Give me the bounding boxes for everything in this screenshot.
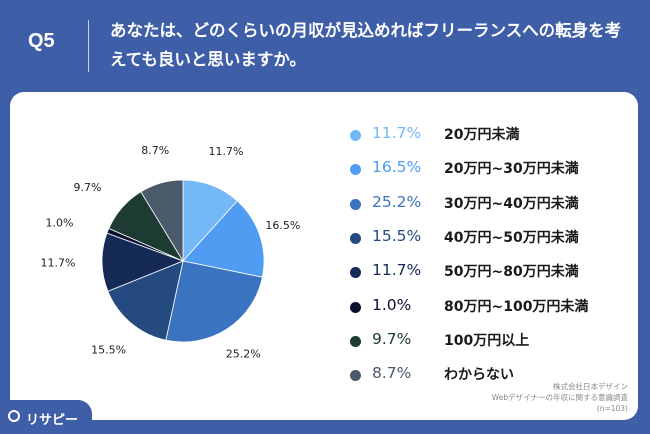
legend-label: 30万円~40万円未満 [444, 195, 579, 212]
pie-slice-2 [182, 200, 265, 278]
lisapie-logo-icon [8, 410, 20, 422]
legend-percent: 25.2% [372, 192, 422, 211]
legend-item: 8.7% わからない [350, 362, 630, 392]
legend-marker [350, 164, 361, 176]
source-note: 株式会社日本デザイン Webデザイナーの年収に関する意識調査 (n=103) [492, 381, 628, 414]
legend-marker [350, 232, 361, 244]
pie-data-label-5: 11.7% [41, 257, 76, 270]
pie-data-label-4: 15.5% [91, 344, 126, 357]
legend-item: 9.7% 100万円以上 [350, 328, 630, 358]
pie-data-label-8: 8.7% [141, 144, 169, 157]
legend-marker [350, 335, 361, 347]
pie-slice-3 [165, 260, 263, 343]
legend-label: 40万円~50万円未満 [444, 229, 579, 246]
logo: リサピー [0, 400, 92, 434]
legend-marker [350, 301, 361, 313]
source-company: 株式会社日本デザイン [553, 382, 628, 391]
legend-marker [350, 267, 361, 279]
legend-percent: 16.5% [372, 158, 422, 177]
legend-marker [350, 130, 361, 141]
pie-slice-4 [107, 260, 184, 341]
pie-data-label-2: 16.5% [265, 219, 300, 232]
legend-marker [350, 370, 361, 382]
legend-percent: 1.0% [372, 295, 412, 314]
legend-label: 80万円~100万円未満 [444, 298, 589, 315]
legend-percent: 9.7% [372, 329, 412, 348]
pie-data-label-7: 9.7% [74, 181, 102, 194]
legend-item: 11.7% 50万円~80万円未満 [350, 259, 630, 289]
legend-item: 15.5% 40万円~50万円未満 [350, 225, 630, 255]
legend-item: 1.0% 80万円~100万円未満 [350, 294, 630, 324]
legend-item: 11.7% 20万円未満 [350, 122, 630, 152]
legend-item: 16.5% 20万円~30万円未満 [350, 156, 630, 186]
pie-slice-8 [140, 179, 184, 263]
logo-text: リサピー [26, 413, 79, 428]
source-sample-size: (n=103) [596, 404, 628, 413]
header: Q5 あなたは、どのくらいの月収が見込めればフリーランスへの転身を考えても良いと… [0, 0, 650, 90]
legend-marker [350, 198, 361, 210]
legend-label: 100万円以上 [444, 332, 530, 349]
legend-percent: 11.7% [372, 124, 422, 142]
legend-label: 20万円~30万円未満 [444, 161, 579, 178]
pie-data-label-1: 11.7% [209, 145, 244, 158]
question-title: あなたは、どのくらいの月収が見込めればフリーランスへの転身を考えても良いと思いま… [110, 21, 622, 69]
legend-label: 50万円~80万円未満 [444, 264, 579, 281]
header-divider [88, 20, 89, 72]
pie-data-label-6: 1.0% [45, 216, 73, 229]
legend-label: わからない [444, 367, 514, 384]
legend-percent: 15.5% [372, 226, 422, 245]
source-survey: Webデザイナーの年収に関する意識調査 [491, 393, 628, 402]
pie-data-label-3: 25.2% [226, 347, 261, 360]
legend-item: 25.2% 30万円~40万円未満 [350, 191, 630, 221]
legend-percent: 8.7% [372, 364, 412, 383]
question-number: Q5 [28, 30, 55, 52]
legend-percent: 11.7% [372, 261, 422, 280]
legend-label: 20万円未満 [444, 127, 520, 143]
